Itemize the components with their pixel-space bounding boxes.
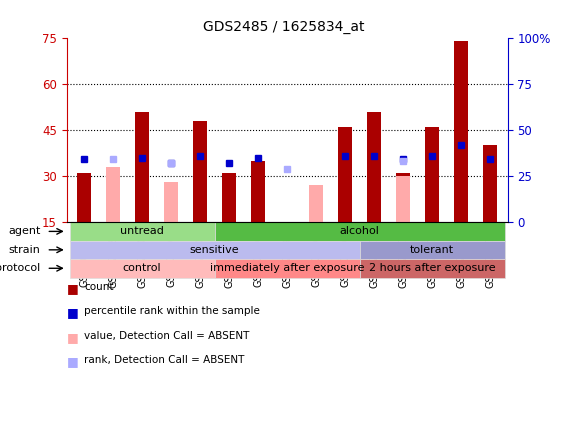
Text: agent: agent <box>8 226 41 236</box>
Bar <box>425 127 440 222</box>
Text: 2 hours after exposure: 2 hours after exposure <box>369 263 495 273</box>
Text: ■: ■ <box>67 282 78 295</box>
Text: count: count <box>84 282 114 292</box>
Bar <box>360 259 505 278</box>
Text: ■: ■ <box>67 306 78 319</box>
Bar <box>70 241 360 259</box>
Bar <box>454 41 469 222</box>
Bar <box>280 222 295 259</box>
Bar <box>215 222 505 241</box>
Bar <box>338 127 353 222</box>
Bar <box>193 121 208 222</box>
Bar <box>77 173 92 222</box>
Text: ■: ■ <box>67 331 78 344</box>
Text: immediately after exposure: immediately after exposure <box>210 263 364 273</box>
Bar <box>360 241 505 259</box>
Text: control: control <box>123 263 161 273</box>
Bar <box>106 167 121 222</box>
Bar <box>483 145 498 222</box>
Bar <box>70 259 215 278</box>
Bar <box>309 185 324 222</box>
Text: sensitive: sensitive <box>190 245 240 255</box>
Bar <box>164 182 179 222</box>
Text: percentile rank within the sample: percentile rank within the sample <box>84 306 260 317</box>
Text: strain: strain <box>9 245 41 255</box>
Text: alcohol: alcohol <box>340 226 379 236</box>
Text: ■: ■ <box>67 355 78 368</box>
Bar <box>70 222 215 241</box>
Bar <box>280 222 295 262</box>
Text: tolerant: tolerant <box>410 245 454 255</box>
Text: untread: untread <box>120 226 164 236</box>
Bar <box>251 161 266 222</box>
Bar <box>396 176 411 222</box>
Text: GDS2485 / 1625834_at: GDS2485 / 1625834_at <box>204 20 365 34</box>
Bar <box>222 173 237 222</box>
Bar <box>367 111 382 222</box>
Bar <box>396 173 411 222</box>
Bar <box>215 259 360 278</box>
Bar <box>135 111 150 222</box>
Text: protocol: protocol <box>0 263 41 273</box>
Text: rank, Detection Call = ABSENT: rank, Detection Call = ABSENT <box>84 355 245 365</box>
Text: value, Detection Call = ABSENT: value, Detection Call = ABSENT <box>84 331 249 341</box>
